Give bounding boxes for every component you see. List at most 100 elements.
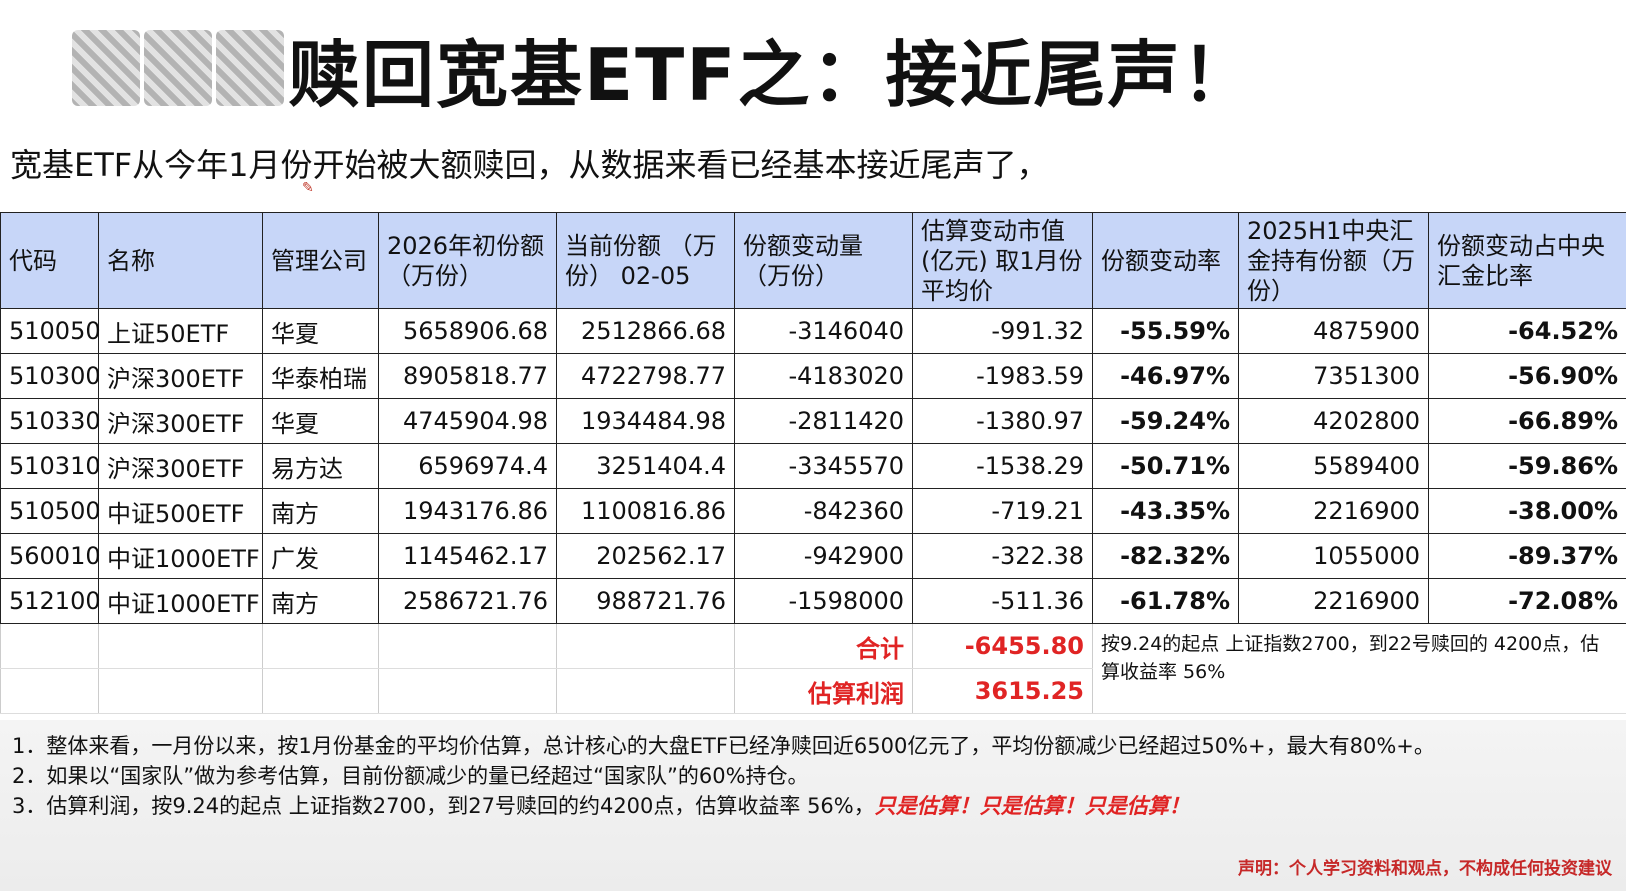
cell-est-market-value: -322.38 [912,533,1093,579]
cell-est-market-value: -991.32 [912,308,1093,354]
profit-value: 3615.25 [912,668,1093,714]
cell-share-change: -3146040 [734,308,913,354]
note-line-3-emphasis: 只是估算！只是估算！只是估算！ [874,794,1190,818]
cell-code: 510310 [0,443,101,489]
cell-est-market-value: -1538.29 [912,443,1093,489]
cell-huijin-holdings: 5589400 [1238,443,1429,489]
blurred-text-redaction [72,30,284,106]
empty-cell [262,668,379,714]
header-huijin-holdings: 2025H1中央汇金持有份额（万份） [1238,212,1429,309]
cell-start-shares: 5658906.68 [378,308,557,354]
cell-name: 沪深300ETF [98,353,263,399]
empty-cell [262,623,379,669]
cell-change-rate: -82.32% [1092,533,1239,579]
empty-cell [98,668,263,714]
blurred-char [216,30,284,106]
cell-huijin-holdings: 2216900 [1238,578,1429,624]
note-line-2: 2．如果以“国家队”做为参考估算，目前份额减少的量已经超过“国家队”的60%持仓… [12,764,809,788]
cell-huijin-holdings: 4875900 [1238,308,1429,354]
cell-current-shares: 1100816.86 [556,488,735,534]
cell-change-rate: -43.35% [1092,488,1239,534]
cell-code: 510300 [0,353,101,399]
table-row: 510050 上证50ETF 华夏 5658906.68 2512866.68 … [0,308,1626,354]
cell-huijin-holdings: 1055000 [1238,533,1429,579]
cell-huijin-ratio: -59.86% [1428,443,1626,489]
cell-current-shares: 3251404.4 [556,443,735,489]
cell-name: 沪深300ETF [98,443,263,489]
notes-panel: 1．整体来看，一月份以来，按1月份基金的平均价估算，总计核心的大盘ETF已经净赎… [0,720,1626,891]
cell-huijin-ratio: -72.08% [1428,578,1626,624]
cell-change-rate: -59.24% [1092,398,1239,444]
etf-redemption-table: 代码 名称 管理公司 2026年初份额（万份） 当前份额 （万份） 02-05 … [0,212,1626,714]
header-est-market-value: 估算变动市值 (亿元) 取1月份平均价 [912,212,1093,309]
cell-est-market-value: -511.36 [912,578,1093,624]
cell-huijin-ratio: -38.00% [1428,488,1626,534]
cell-manager: 华夏 [262,398,379,444]
cell-code: 512100 [0,578,101,624]
cell-current-shares: 2512866.68 [556,308,735,354]
table-row: 510300 沪深300ETF 华泰柏瑞 8905818.77 4722798.… [0,353,1626,399]
cell-est-market-value: -1983.59 [912,353,1093,399]
empty-cell [378,668,557,714]
empty-cell [0,668,99,714]
cell-current-shares: 988721.76 [556,578,735,624]
profit-row: 估算利润 3615.25 [0,668,1626,714]
cell-share-change: -1598000 [734,578,913,624]
table-row: 560010 中证1000ETF 广发 1145462.17 202562.17… [0,533,1626,579]
cell-start-shares: 1145462.17 [378,533,557,579]
cell-huijin-holdings: 2216900 [1238,488,1429,534]
cell-code: 560010 [0,533,101,579]
disclaimer: 声明：个人学习资料和观点，不构成任何投资建议 [1238,859,1612,879]
cell-manager: 华夏 [262,308,379,354]
cell-manager: 广发 [262,533,379,579]
cell-start-shares: 2586721.76 [378,578,557,624]
header-change-rate: 份额变动率 [1092,212,1239,309]
header-name: 名称 [98,212,263,309]
cell-huijin-ratio: -64.52% [1428,308,1626,354]
cell-huijin-holdings: 4202800 [1238,398,1429,444]
note-line-3: 3．估算利润，按9.24的起点 上证指数2700，到27号赎回的约4200点，估… [12,790,1190,820]
note-line-3-text: 3．估算利润，按9.24的起点 上证指数2700，到27号赎回的约4200点，估… [12,794,875,818]
cell-name: 中证500ETF [98,488,263,534]
cell-manager: 易方达 [262,443,379,489]
cell-huijin-ratio: -56.90% [1428,353,1626,399]
header-manager: 管理公司 [262,212,379,309]
cell-code: 510500 [0,488,101,534]
cell-start-shares: 6596974.4 [378,443,557,489]
side-note: 按9.24的起点 上证指数2700，到22号赎回的 4200点，估算收益率 56… [1092,623,1626,714]
header-current-shares: 当前份额 （万份） 02-05 [556,212,735,309]
cell-current-shares: 4722798.77 [556,353,735,399]
cell-huijin-holdings: 7351300 [1238,353,1429,399]
cell-manager: 华泰柏瑞 [262,353,379,399]
cell-share-change: -4183020 [734,353,913,399]
intro-text: 宽基ETF从今年1月份开始被大额赎回，从数据来看已经基本接近尾声了， [10,146,1049,184]
cell-est-market-value: -1380.97 [912,398,1093,444]
empty-cell [556,668,735,714]
profit-label: 估算利润 [734,668,913,714]
total-value: -6455.80 [912,623,1093,669]
cell-change-rate: -50.71% [1092,443,1239,489]
cell-code: 510050 [0,308,101,354]
header-huijin-ratio: 份额变动占中央汇金比率 [1428,212,1626,309]
cell-manager: 南方 [262,578,379,624]
cell-start-shares: 1943176.86 [378,488,557,534]
page-title: 赎回宽基ETF之：接近尾声！ [288,32,1256,117]
table-row: 510310 沪深300ETF 易方达 6596974.4 3251404.4 … [0,443,1626,489]
title-row: 赎回宽基ETF之：接近尾声！ [72,18,1255,118]
cell-est-market-value: -719.21 [912,488,1093,534]
table-row: 510330 沪深300ETF 华夏 4745904.98 1934484.98… [0,398,1626,444]
note-line-1: 1．整体来看，一月份以来，按1月份基金的平均价估算，总计核心的大盘ETF已经净赎… [12,734,1435,758]
cell-share-change: -2811420 [734,398,913,444]
cell-name: 中证1000ETF [98,533,263,579]
cell-manager: 南方 [262,488,379,534]
cell-share-change: -3345570 [734,443,913,489]
empty-cell [0,623,99,669]
cell-change-rate: -55.59% [1092,308,1239,354]
cell-name: 上证50ETF [98,308,263,354]
pen-cursor-icon: ✎ [302,180,314,196]
blurred-char [144,30,212,106]
cell-share-change: -942900 [734,533,913,579]
cell-change-rate: -46.97% [1092,353,1239,399]
cell-current-shares: 202562.17 [556,533,735,579]
cell-huijin-ratio: -89.37% [1428,533,1626,579]
